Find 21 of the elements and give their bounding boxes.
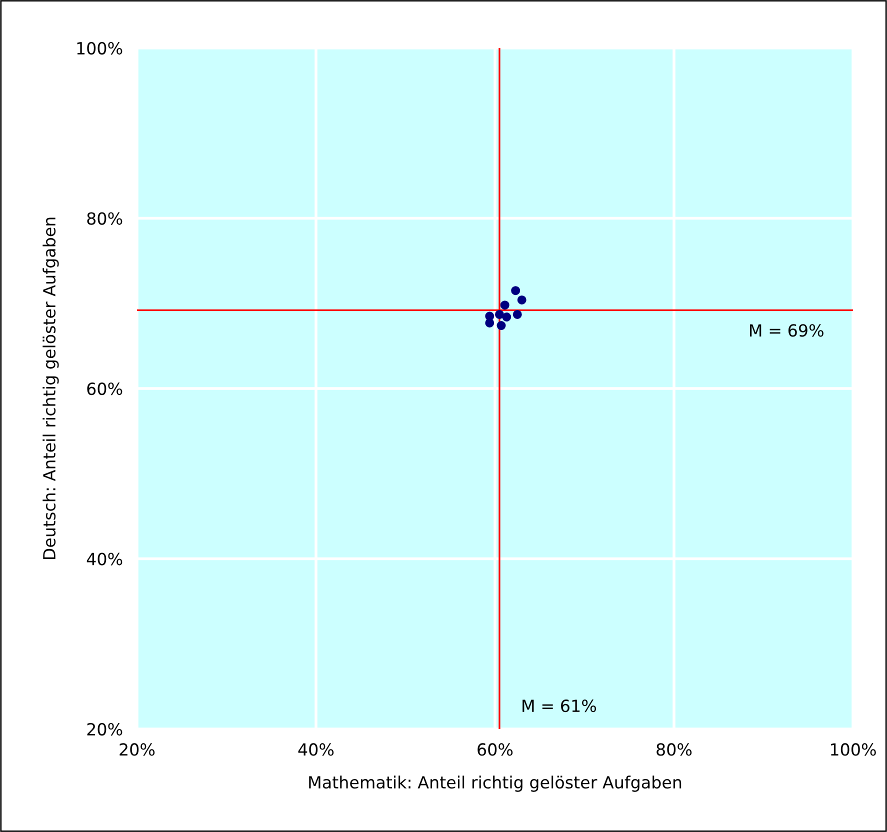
y-axis-title: Deutsch: Anteil richtig gelöster Aufgaben [42,218,59,560]
x-tick-label: 40% [298,743,334,756]
x-tick-label: 100% [831,743,876,756]
x-tick-label: 20% [120,743,155,756]
y-tick-label: 60% [87,382,122,396]
x-axis-title: Mathematik: Anteil richtig gelöster Aufgaben [309,776,682,792]
point [494,310,504,319]
x-tick-label: 80% [656,743,692,756]
point [496,321,506,330]
y-tick-label: 40% [86,552,122,566]
ref-line-label: M = 61% [522,700,596,712]
y-tick-label: 100% [77,42,122,55]
point [502,312,512,322]
point [511,286,520,296]
ref-line-label: M = 69% [750,324,824,337]
point [512,310,522,319]
y-tick-label: 20% [87,722,122,736]
point [517,295,526,304]
y-tick-label: 80% [87,212,122,225]
point [500,300,510,310]
x-tick-label: 60% [478,743,513,756]
